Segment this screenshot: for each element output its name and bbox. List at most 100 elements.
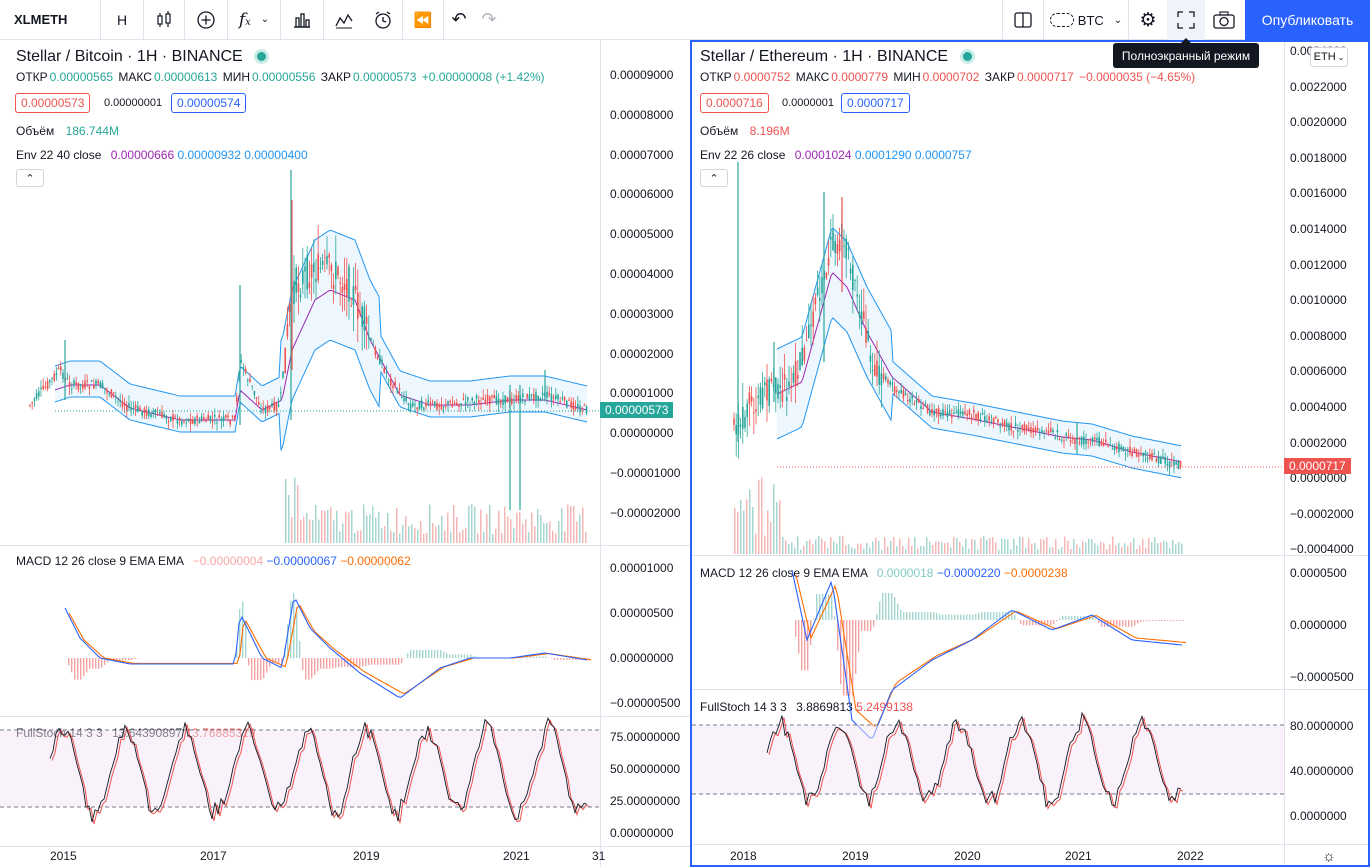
macd-histogram-bar <box>101 658 103 668</box>
macd-histogram-bar <box>365 658 367 666</box>
candle-body <box>898 391 900 394</box>
volume-bar <box>812 544 814 554</box>
envelope-legend[interactable]: Env 22 40 close 0.00000666 0.00000932 0.… <box>16 148 308 162</box>
volume-bar <box>746 499 748 554</box>
candle-body <box>948 410 951 415</box>
undo-button[interactable]: ↶ <box>444 0 474 40</box>
candle-body <box>572 402 575 410</box>
macd-histogram-bar <box>1056 620 1058 622</box>
volume-bar <box>396 507 398 543</box>
alert-button[interactable] <box>364 0 402 40</box>
macd-histogram-bar <box>473 655 475 658</box>
candle-body <box>132 408 135 410</box>
price-axis-label: −0.00002000 <box>610 505 681 520</box>
candle-body <box>1041 430 1043 434</box>
snapshot-button[interactable] <box>1205 0 1243 40</box>
volume-bar <box>851 547 853 554</box>
candle-body <box>414 404 416 406</box>
collapse-legend-button[interactable]: ⌃ <box>700 169 728 187</box>
chart-type-button[interactable] <box>144 0 184 40</box>
buy-price-button[interactable]: 0.00000574 <box>171 93 247 113</box>
macd-histogram-bar <box>116 658 118 661</box>
indicators-button[interactable]: fx ⌄ <box>228 0 280 40</box>
volume-legend[interactable]: Объём 186.744M <box>16 124 119 138</box>
sell-price-button[interactable]: 0.0000716 <box>700 93 769 113</box>
candle-body <box>863 311 865 319</box>
candle-body <box>858 312 861 316</box>
cloud-compare-select[interactable]: BTC ⌄ <box>1044 0 1128 40</box>
currency-select[interactable]: ETH ⌄ <box>1310 47 1348 67</box>
volume-bar <box>297 485 299 543</box>
candle-body <box>387 379 390 381</box>
last-price-label: 0.0000717 <box>1284 458 1351 474</box>
chart-title[interactable]: Stellar / Ethereum · 1H · BINANCE <box>700 48 972 66</box>
fullscreen-button[interactable] <box>1167 0 1205 40</box>
macd-histogram-bar <box>374 658 376 665</box>
envelope-legend[interactable]: Env 22 26 close 0.0001024 0.0001290 0.00… <box>700 148 972 162</box>
price-axis-label: 0.00002000 <box>610 346 674 361</box>
chart-pane-right[interactable]: Stellar / Ethereum · 1H · BINANCE ОТКР 0.… <box>690 40 1370 867</box>
macd-legend[interactable]: MACD 12 26 close 9 EMA EMA −0.00000004 −… <box>16 554 411 568</box>
candle-body <box>1168 460 1171 468</box>
volume-bar <box>878 540 880 554</box>
symbol-search-button[interactable]: XLMETH <box>14 12 68 27</box>
gear-icon[interactable]: ☼ <box>1322 848 1336 865</box>
candle-body <box>207 415 209 420</box>
chart-pane-left[interactable]: Stellar / Bitcoin · 1H · BINANCE ОТКР 0.0… <box>0 40 690 867</box>
macd-histogram-bar <box>957 614 959 620</box>
macd-legend[interactable]: MACD 12 26 close 9 EMA EMA 0.0000018 −0.… <box>700 566 1068 580</box>
macd-histogram-bar <box>449 654 451 658</box>
candle-body <box>528 394 531 401</box>
macd-histogram-bar <box>1113 620 1115 627</box>
candle-body <box>834 240 836 253</box>
macd-histogram-bar <box>1023 620 1025 626</box>
split-layout-button[interactable] <box>1003 0 1043 40</box>
candle-body <box>425 402 427 407</box>
volume-bar <box>528 532 530 543</box>
settings-button[interactable]: ⚙ <box>1129 0 1167 40</box>
chart-title[interactable]: Stellar / Bitcoin · 1H · BINANCE <box>16 48 267 66</box>
macd-histogram-bar <box>819 594 821 620</box>
candle-body <box>1043 431 1045 433</box>
compare-symbol-button[interactable] <box>185 0 227 40</box>
redo-button[interactable]: ↷ <box>474 0 504 40</box>
candle-body <box>561 398 564 400</box>
volume-legend[interactable]: Объём 8.196M <box>700 124 790 138</box>
macd-histogram-bar <box>464 654 466 658</box>
candle-body <box>775 377 777 394</box>
interval-button[interactable]: H <box>116 11 128 28</box>
sell-price-button[interactable]: 0.00000573 <box>15 93 91 113</box>
volume-bar <box>1010 549 1012 554</box>
candle-body <box>383 367 385 373</box>
candle-body <box>497 398 500 405</box>
volume-bar <box>441 515 443 543</box>
spread-value: 0.0000001 <box>782 97 834 109</box>
macd-histogram-bar <box>831 594 833 620</box>
macd-histogram-bar <box>972 614 974 620</box>
volume-bar <box>1166 542 1168 554</box>
candle-body <box>975 414 977 420</box>
collapse-legend-button[interactable]: ⌃ <box>16 169 44 187</box>
candle-body <box>1173 461 1175 466</box>
candle-body <box>328 254 330 258</box>
macd-histogram-bar <box>431 649 433 658</box>
stoch-legend[interactable]: FullStoch 14 3 3 3.8869813 5.2499138 <box>700 700 913 714</box>
candle-body <box>1105 439 1107 442</box>
price-axis-label: 0.00009000 <box>610 68 674 82</box>
volume-bar <box>893 536 895 554</box>
candle-body <box>1052 430 1054 433</box>
volume-bar <box>408 526 410 543</box>
publish-button[interactable]: Опубликовать <box>1245 0 1370 40</box>
templates-button[interactable] <box>281 0 323 40</box>
macd-histogram-bar <box>248 658 250 666</box>
candle-body <box>1008 423 1010 431</box>
volume-bar <box>890 541 892 554</box>
buy-price-button[interactable]: 0.0000717 <box>841 93 910 113</box>
macd-histogram-bar <box>113 658 115 661</box>
volume-bar <box>749 489 751 554</box>
replay-button[interactable]: ⏪ <box>403 0 443 40</box>
volume-bar <box>1091 539 1093 554</box>
volume-bar <box>1067 540 1069 554</box>
layout-button[interactable] <box>324 0 364 40</box>
candle-body <box>838 239 841 252</box>
